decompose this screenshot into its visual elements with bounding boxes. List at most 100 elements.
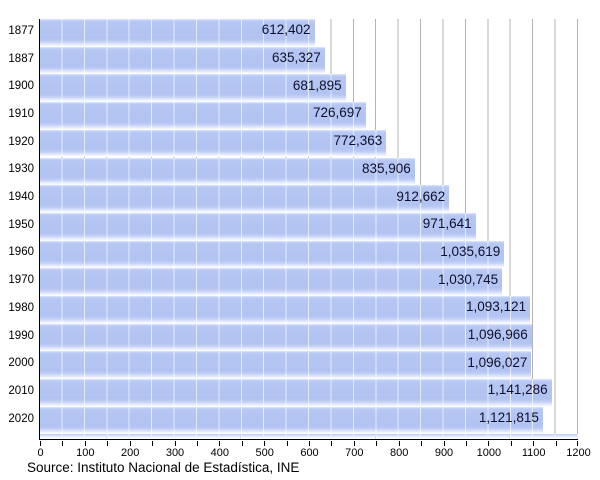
bar-value-label: 835,906 — [361, 160, 411, 176]
population-bar: 612,402 — [40, 19, 315, 47]
bar-row: 835,906 — [40, 157, 578, 186]
x-axis-tick — [152, 440, 154, 446]
population-bar: 681,895 — [40, 74, 346, 103]
bar-row: 1,121,815 — [40, 406, 578, 435]
bar-row: 1,030,745 — [40, 268, 578, 296]
year-axis-label: 1990 — [8, 329, 34, 342]
x-axis-tick-label: 500 — [255, 447, 274, 459]
year-axis-label: 1940 — [8, 191, 34, 204]
bar-value-label: 912,662 — [396, 188, 446, 204]
bar-value-label: 726,697 — [312, 105, 362, 121]
x-axis-tick-label: 0 — [37, 447, 44, 459]
bar-row: 1,035,619 — [40, 240, 578, 269]
bar-row: 971,641 — [40, 212, 578, 241]
x-axis-tick — [510, 440, 512, 446]
population-bar: 726,697 — [40, 102, 366, 130]
bar-row: 1,096,966 — [40, 323, 578, 352]
year-axis-label: 2010 — [8, 384, 34, 397]
x-axis-tick — [129, 440, 131, 446]
bar-value-label: 612,402 — [261, 22, 311, 38]
x-axis-tick — [62, 440, 64, 446]
bar-row: 1,093,121 — [40, 296, 578, 324]
population-bar: 1,096,966 — [40, 323, 532, 352]
year-axis-label: 1960 — [8, 246, 34, 259]
population-bar: 772,363 — [40, 129, 387, 158]
x-axis-tick-label: 1200 — [566, 447, 591, 459]
bar-row: 1,141,286 — [40, 379, 578, 407]
bar-value-label: 772,363 — [333, 133, 383, 149]
x-axis-tick — [286, 440, 288, 446]
year-axis-label: 1950 — [8, 218, 34, 231]
x-axis-tick — [264, 440, 266, 446]
bar-value-label: 1,035,619 — [440, 243, 501, 259]
x-axis-tick-label: 300 — [165, 447, 185, 459]
x-axis-tick-label: 200 — [120, 447, 140, 459]
bars-layer: 612,402 635,327 681,895 726,697 772,363 835,9… — [40, 19, 578, 439]
bar-value-label: 681,895 — [292, 77, 342, 93]
x-axis-tick — [219, 440, 221, 446]
x-axis-tick — [488, 440, 490, 446]
year-axis-label: 1930 — [8, 163, 34, 176]
population-bar: 971,641 — [40, 212, 476, 241]
x-axis-tick — [398, 440, 400, 446]
population-bar: 1,141,286 — [40, 379, 552, 407]
x-axis-tick — [443, 440, 445, 446]
bar-value-label: 971,641 — [422, 216, 472, 232]
population-bar: 835,906 — [40, 157, 415, 186]
x-axis-tick — [84, 440, 86, 446]
year-axis-label: 1980 — [8, 301, 34, 314]
year-axis-label: 2020 — [8, 412, 34, 425]
x-axis-tick — [465, 440, 467, 446]
source-note: Source: Instituto Nacional de Estadístic… — [27, 460, 300, 475]
x-axis-tick — [421, 440, 423, 446]
year-axis-label: 1920 — [8, 135, 34, 148]
x-axis-tick-label: 1100 — [521, 447, 546, 459]
x-axis-tick-label: 1000 — [476, 447, 502, 459]
x-axis-tick — [174, 440, 176, 446]
bar-row: 612,402 — [40, 19, 578, 47]
year-axis-label: 1877 — [8, 24, 34, 37]
x-axis-tick — [40, 440, 41, 446]
x-axis-tick-labels: 0 100 200 300 400 500 600 700 800 900 1000 1100 1200 — [37, 447, 590, 460]
x-axis-tick-label: 700 — [345, 447, 364, 459]
x-axis-tick-label: 600 — [300, 447, 319, 459]
x-axis-tick-label: 100 — [76, 447, 95, 459]
x-axis-tick — [196, 440, 198, 446]
x-axis-tick — [331, 440, 333, 446]
plot-area: 612,402 635,327 681,895 726,697 772,363 835,9… — [39, 19, 578, 440]
population-bar: 1,093,121 — [40, 296, 531, 324]
x-axis-tick — [376, 440, 378, 446]
year-axis-label: 1970 — [8, 274, 34, 287]
bar-value-label: 635,327 — [272, 50, 321, 66]
x-axis-tick — [107, 440, 109, 446]
x-axis-tick-label: 900 — [434, 447, 454, 459]
year-axis-label: 1900 — [8, 80, 34, 93]
bar-value-label: 1,030,745 — [438, 271, 499, 287]
bar-value-label: 1,096,966 — [467, 327, 528, 343]
x-axis-ticks — [40, 440, 580, 447]
year-axis-label: 2000 — [8, 357, 34, 370]
bar-value-label: 1,096,027 — [467, 354, 528, 370]
year-axis-label: 1887 — [8, 52, 34, 65]
population-bar: 1,121,815 — [40, 406, 543, 435]
bar-row: 726,697 — [40, 102, 578, 130]
x-axis-tick — [555, 440, 557, 446]
axis-base-strip — [40, 434, 578, 439]
bar-row: 772,363 — [40, 129, 578, 158]
x-axis-tick — [533, 440, 535, 446]
bar-row: 1,096,027 — [40, 351, 578, 380]
bar-value-label: 1,121,815 — [478, 410, 539, 426]
bar-value-label: 1,093,121 — [466, 299, 527, 315]
x-axis-tick-label: 400 — [210, 447, 230, 459]
x-axis-tick-label: 800 — [389, 447, 409, 459]
bar-row: 912,662 — [40, 185, 578, 213]
year-axis-label: 1910 — [8, 107, 34, 120]
x-axis-tick — [577, 440, 578, 446]
population-bar: 912,662 — [40, 185, 450, 213]
population-bar: 1,030,745 — [40, 268, 503, 296]
bar-row: 681,895 — [40, 74, 578, 103]
bar-row: 635,327 — [40, 46, 578, 75]
x-axis-tick — [353, 440, 355, 446]
population-bar: 1,035,619 — [40, 240, 505, 269]
